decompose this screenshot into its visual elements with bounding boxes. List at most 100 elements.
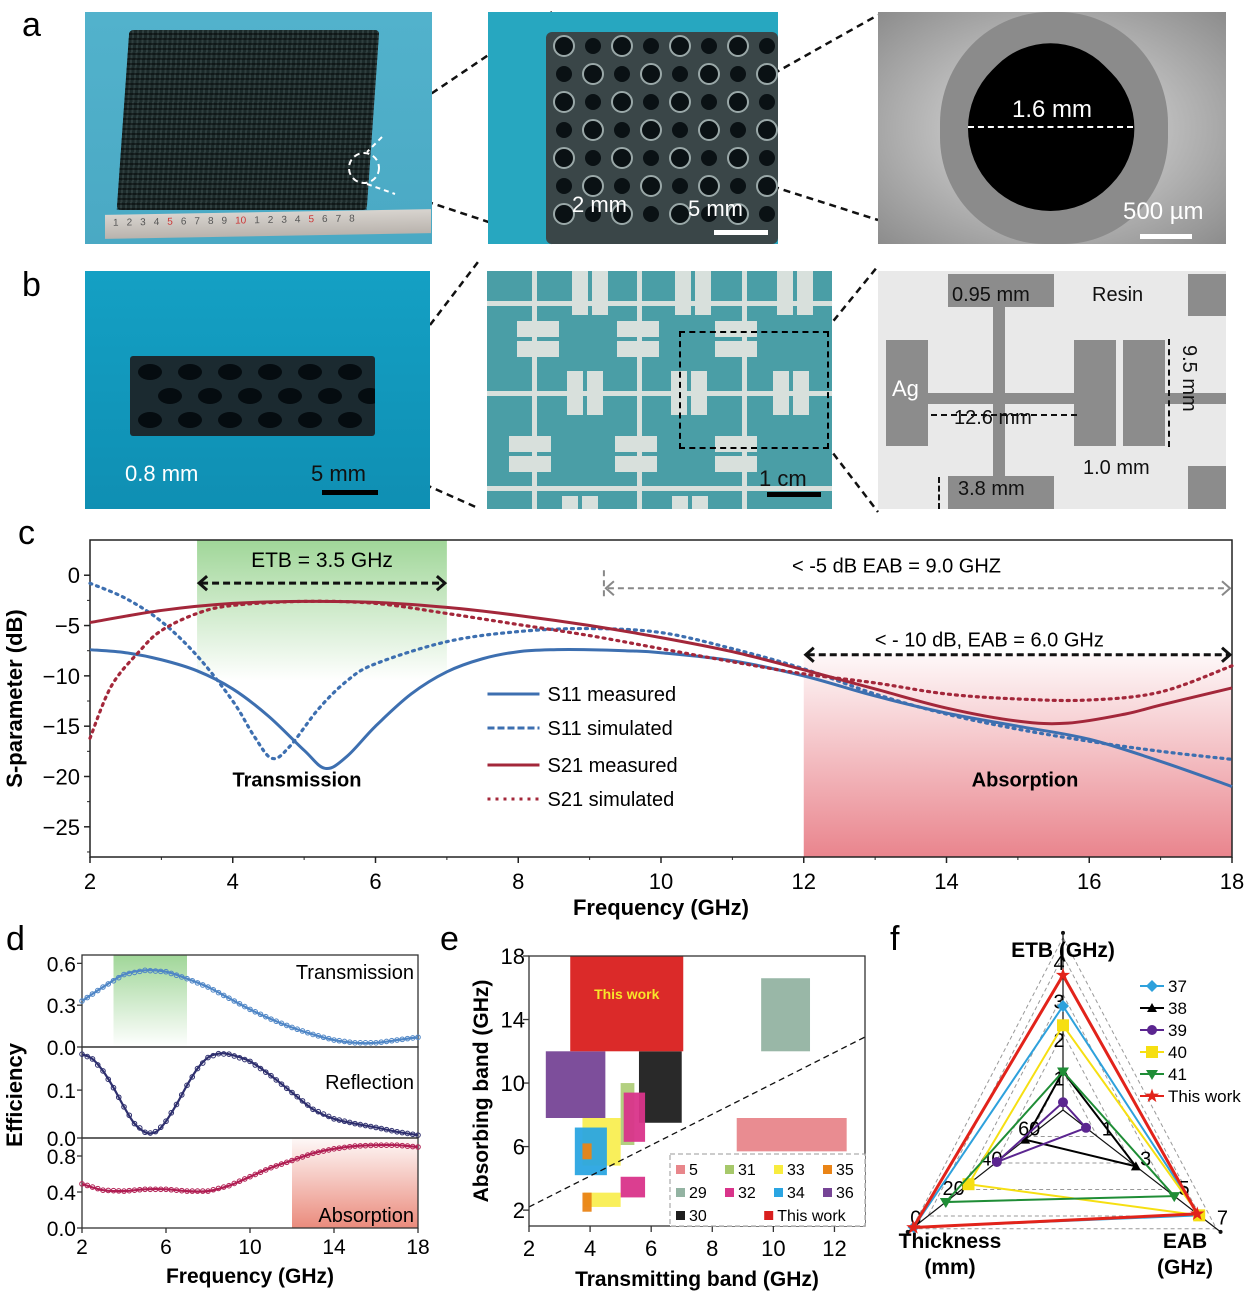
data-marker — [378, 1039, 385, 1045]
thickness-tick-label: 0 — [910, 1208, 921, 1230]
y-tick-label: 0.1 — [47, 1080, 76, 1103]
radar-polygon — [1023, 1069, 1139, 1169]
etb-tick-label: 4 — [1053, 953, 1064, 975]
data-marker — [294, 1026, 301, 1033]
photo-large-absorber: 1 2 3 4 5 6 7 8 9 10 1 2 3 4 5 6 7 8 — [85, 12, 432, 244]
data-marker — [325, 1035, 332, 1042]
data-marker — [262, 1013, 269, 1020]
panel-label-a: a — [22, 6, 41, 44]
band-rect-30 — [638, 1051, 682, 1123]
y-tick-label: 2 — [513, 1198, 525, 1223]
legend-label: This work — [777, 1208, 846, 1225]
connector-line — [369, 458, 479, 510]
legend-label: This work — [1168, 1087, 1241, 1106]
data-marker — [226, 995, 232, 1002]
data-marker — [273, 1018, 280, 1025]
grid-triangle — [994, 1031, 1133, 1164]
ag-grid-line — [742, 271, 747, 509]
radar-series-this-work — [906, 967, 1205, 1234]
data-marker — [299, 1028, 306, 1034]
data-marker — [304, 1029, 311, 1036]
ruler-number: 5 — [308, 214, 314, 226]
data-marker — [147, 1186, 154, 1193]
ruler-number: 2 — [267, 214, 274, 227]
data-marker — [105, 1076, 112, 1083]
data-marker — [315, 1108, 322, 1115]
data-marker — [383, 1142, 390, 1148]
side-holes — [138, 364, 382, 428]
data-marker — [362, 1142, 369, 1149]
side-hole — [298, 412, 322, 428]
data-marker — [205, 1054, 211, 1061]
legend-swatch — [676, 1211, 685, 1220]
data-marker — [362, 1040, 369, 1046]
x-tick-label: 8 — [512, 869, 524, 894]
x-tick-label: 10 — [649, 869, 673, 894]
axis-eab-arrowhead — [1218, 1229, 1223, 1234]
lattice-hole — [640, 63, 662, 85]
x-tick-label: 14 — [934, 869, 958, 894]
marker-circle — [1081, 1122, 1092, 1133]
lattice-hole — [759, 150, 775, 166]
data-marker — [100, 1187, 106, 1194]
data-marker — [294, 1093, 301, 1100]
ag-pad-left — [886, 340, 928, 446]
scale-bar-label: 500 µm — [1123, 198, 1204, 225]
ag-pad — [675, 271, 691, 315]
lattice-hole — [643, 94, 659, 110]
data-marker — [341, 1118, 348, 1125]
marker-circle — [991, 1156, 1002, 1167]
data-marker — [178, 974, 185, 980]
data-marker — [357, 1040, 364, 1046]
y-tick-label: −25 — [43, 815, 80, 840]
lattice-hole — [553, 91, 575, 113]
data-marker — [220, 1051, 227, 1057]
band-rect-5 — [736, 1118, 847, 1152]
data-marker — [89, 1056, 96, 1062]
data-marker — [220, 1184, 227, 1190]
data-marker — [352, 1120, 358, 1127]
connector-line — [825, 443, 879, 513]
data-marker — [278, 1161, 285, 1167]
legend-label: 32 — [738, 1185, 756, 1202]
chart-efficiency: 0.0 0.3 0.6 Transmission 0.0 0.1 Reflection 0.0… — [2, 953, 430, 1288]
side-hole — [178, 364, 202, 380]
legend-label: 30 — [689, 1208, 707, 1225]
lattice-hole — [756, 63, 778, 85]
x-axis-label: Transmitting band (GHz) — [575, 1268, 819, 1291]
legend-swatch — [823, 1188, 832, 1197]
data-marker — [226, 1182, 232, 1189]
data-marker — [409, 1035, 416, 1041]
lattice-hole — [585, 38, 601, 54]
ag-pad — [517, 341, 559, 357]
data-marker — [168, 1110, 175, 1116]
data-marker — [252, 1171, 259, 1178]
resin-label: Resin — [1092, 284, 1144, 306]
x-tick-label: 6 — [369, 869, 381, 894]
lattice-hole — [553, 203, 575, 225]
data-marker — [79, 998, 85, 1004]
ag-pad — [509, 436, 551, 452]
ruler-number: 10 — [235, 215, 247, 227]
marker-square — [1057, 1019, 1069, 1032]
y-tick-label: 0 — [68, 563, 80, 588]
data-marker — [173, 1101, 180, 1108]
data-marker — [79, 1181, 85, 1187]
side-lattice — [130, 356, 382, 436]
scale-bar — [322, 490, 378, 495]
ruler-number: 4 — [153, 216, 160, 228]
ag-pad — [562, 496, 578, 509]
side-hole — [138, 412, 162, 428]
y-tick-label: 0.3 — [47, 995, 76, 1018]
series-line-s21-simulated — [88, 599, 1234, 740]
lattice-hole — [730, 178, 746, 194]
side-hole — [318, 388, 342, 404]
lattice-hole — [614, 66, 630, 82]
ruler-number: 8 — [349, 213, 355, 225]
data-marker — [84, 1053, 91, 1060]
data-marker — [373, 1124, 379, 1131]
data-marker — [194, 1188, 201, 1194]
data-marker — [409, 1143, 416, 1150]
ruler-number: 4 — [294, 214, 301, 226]
eab10-arrow-head-right — [1221, 646, 1233, 663]
